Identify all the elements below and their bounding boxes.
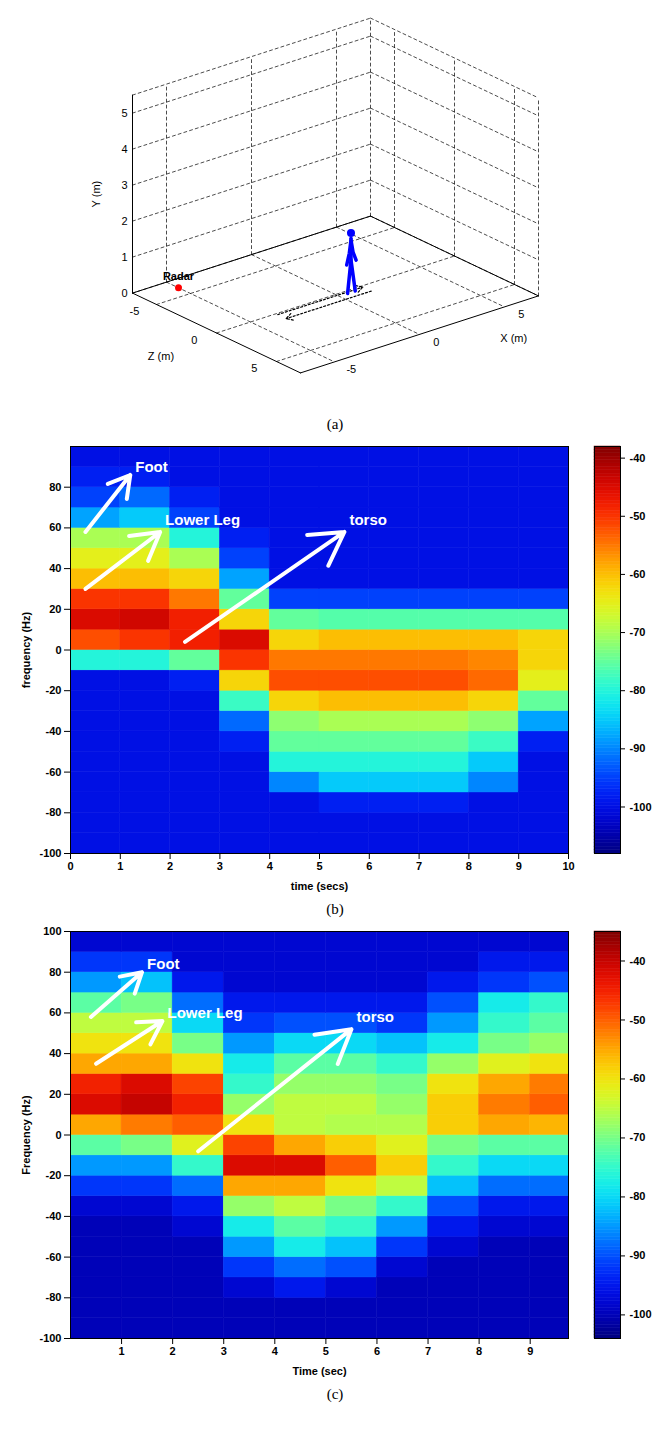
svg-text:-100: -100 bbox=[630, 801, 652, 813]
svg-text:7: 7 bbox=[425, 1345, 431, 1357]
svg-text:Foot: Foot bbox=[135, 458, 167, 475]
svg-text:3: 3 bbox=[221, 1345, 227, 1357]
svg-text:5: 5 bbox=[251, 362, 257, 374]
svg-text:8: 8 bbox=[466, 860, 472, 872]
svg-text:Y (m): Y (m) bbox=[90, 181, 102, 208]
svg-text:-40: -40 bbox=[46, 1210, 62, 1222]
svg-text:Lower Leg: Lower Leg bbox=[168, 1004, 243, 1021]
svg-text:-70: -70 bbox=[630, 626, 646, 638]
svg-text:-60: -60 bbox=[630, 1072, 646, 1084]
svg-text:2: 2 bbox=[167, 860, 173, 872]
svg-text:4: 4 bbox=[121, 143, 127, 155]
svg-text:0: 0 bbox=[67, 860, 73, 872]
svg-text:-90: -90 bbox=[630, 742, 646, 754]
svg-text:-50: -50 bbox=[630, 510, 646, 522]
svg-text:3: 3 bbox=[121, 179, 127, 191]
svg-text:torso: torso bbox=[349, 511, 387, 528]
svg-text:1: 1 bbox=[117, 860, 123, 872]
svg-text:-80: -80 bbox=[46, 806, 62, 818]
svg-text:-5: -5 bbox=[346, 363, 356, 375]
svg-text:-80: -80 bbox=[46, 1291, 62, 1303]
svg-text:1: 1 bbox=[121, 251, 127, 263]
svg-text:-80: -80 bbox=[630, 684, 646, 696]
svg-text:5: 5 bbox=[316, 860, 322, 872]
svg-text:0: 0 bbox=[191, 334, 197, 346]
svg-text:-60: -60 bbox=[46, 1251, 62, 1263]
svg-text:9: 9 bbox=[527, 1345, 533, 1357]
svg-text:0: 0 bbox=[55, 644, 61, 656]
svg-text:40: 40 bbox=[49, 1047, 61, 1059]
svg-text:4: 4 bbox=[272, 1345, 279, 1357]
svg-text:2: 2 bbox=[170, 1345, 176, 1357]
html-text:(a): (a) bbox=[326, 416, 344, 432]
svg-text:4: 4 bbox=[267, 860, 274, 872]
svg-text:20: 20 bbox=[49, 1088, 61, 1100]
svg-text:7: 7 bbox=[416, 860, 422, 872]
svg-text:5: 5 bbox=[121, 107, 127, 119]
svg-text:time (secs): time (secs) bbox=[291, 880, 349, 892]
svg-text:-60: -60 bbox=[630, 568, 646, 580]
svg-text:6: 6 bbox=[374, 1345, 380, 1357]
svg-text:-90: -90 bbox=[630, 1249, 646, 1261]
svg-text:X (m): X (m) bbox=[500, 332, 527, 344]
svg-text:3: 3 bbox=[217, 860, 223, 872]
svg-text:80: 80 bbox=[49, 481, 61, 493]
svg-text:9: 9 bbox=[516, 860, 522, 872]
html-text:(c): (c) bbox=[326, 1386, 344, 1402]
svg-text:-40: -40 bbox=[630, 452, 646, 464]
html-text:(b): (b) bbox=[326, 901, 344, 917]
svg-text:Z (m): Z (m) bbox=[148, 350, 174, 362]
svg-text:Foot: Foot bbox=[147, 955, 179, 972]
svg-text:-40: -40 bbox=[630, 955, 646, 967]
svg-text:frequency (Hz): frequency (Hz) bbox=[20, 611, 32, 688]
svg-text:5: 5 bbox=[323, 1345, 329, 1357]
svg-text:-100: -100 bbox=[39, 847, 61, 859]
svg-text:Frequency (Hz): Frequency (Hz) bbox=[20, 1095, 32, 1175]
svg-text:-70: -70 bbox=[630, 1131, 646, 1143]
svg-text:0: 0 bbox=[433, 336, 439, 348]
svg-text:Time (sec): Time (sec) bbox=[292, 1365, 347, 1377]
svg-text:-50: -50 bbox=[630, 1013, 646, 1025]
svg-text:8: 8 bbox=[476, 1345, 482, 1357]
svg-text:0: 0 bbox=[121, 287, 127, 299]
svg-text:-60: -60 bbox=[46, 766, 62, 778]
svg-text:20: 20 bbox=[49, 603, 61, 615]
svg-text:-40: -40 bbox=[46, 725, 62, 737]
svg-text:-100: -100 bbox=[39, 1332, 61, 1344]
svg-text:Lower Leg: Lower Leg bbox=[165, 511, 240, 528]
svg-text:2: 2 bbox=[121, 215, 127, 227]
svg-text:-20: -20 bbox=[46, 1169, 62, 1181]
svg-text:5: 5 bbox=[518, 308, 524, 320]
svg-text:40: 40 bbox=[49, 562, 61, 574]
svg-text:1: 1 bbox=[119, 1345, 125, 1357]
svg-text:80: 80 bbox=[49, 966, 61, 978]
svg-text:torso: torso bbox=[357, 1008, 395, 1025]
svg-text:60: 60 bbox=[49, 521, 61, 533]
svg-text:Radar: Radar bbox=[163, 270, 195, 282]
svg-text:-80: -80 bbox=[630, 1190, 646, 1202]
svg-text:10: 10 bbox=[562, 860, 574, 872]
svg-text:-5: -5 bbox=[130, 305, 140, 317]
svg-text:0: 0 bbox=[55, 1129, 61, 1141]
svg-text:60: 60 bbox=[49, 1006, 61, 1018]
svg-text:-20: -20 bbox=[46, 684, 62, 696]
svg-text:100: 100 bbox=[43, 925, 61, 937]
svg-text:-100: -100 bbox=[630, 1308, 652, 1320]
svg-text:6: 6 bbox=[366, 860, 372, 872]
